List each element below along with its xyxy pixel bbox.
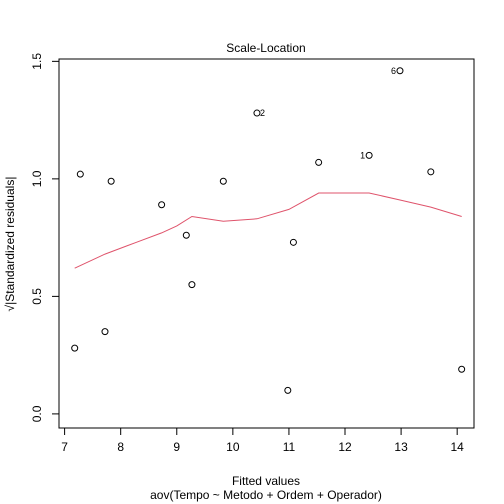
x-tick-label: 10 [226, 440, 240, 454]
data-point [188, 281, 196, 289]
point-label: 6 [391, 66, 396, 76]
data-point [101, 328, 109, 336]
y-axis-label: √|Standardized residuals| [3, 177, 17, 312]
smooth-line [74, 192, 462, 269]
x-tick-label: 12 [338, 440, 352, 454]
data-point [158, 201, 166, 209]
chart-title: Scale-Location [226, 41, 305, 55]
y-tick-label: 1.5 [30, 53, 44, 70]
data-point [219, 177, 227, 185]
x-tick-label: 13 [394, 440, 408, 454]
y-tick-label: 0.5 [30, 288, 44, 305]
x-tick-label: 8 [117, 440, 124, 454]
data-point [365, 151, 373, 159]
data-point [315, 158, 323, 166]
data-points: 2 1 6 [71, 66, 466, 394]
x-tick-label: 14 [450, 440, 464, 454]
x-tick-label: 7 [61, 440, 68, 454]
data-point [427, 168, 435, 176]
data-point [182, 231, 190, 239]
data-point [284, 386, 292, 394]
data-point [76, 170, 84, 178]
y-axis: 0.0 0.5 1.0 1.5 [30, 53, 60, 422]
data-point [71, 344, 79, 352]
x-axis: 7 8 9 10 11 12 13 14 [61, 427, 464, 454]
data-point [396, 67, 404, 75]
x-tick-label: 11 [283, 440, 296, 454]
data-point [289, 238, 297, 246]
point-label: 2 [260, 108, 265, 118]
data-point [458, 365, 466, 373]
x-axis-sublabel: aov(Tempo ~ Metodo + Ordem + Operador) [150, 488, 382, 502]
y-tick-label: 0.0 [30, 405, 44, 422]
y-tick-label: 1.0 [30, 170, 44, 187]
point-label: 1 [360, 150, 365, 160]
data-point [253, 109, 261, 117]
x-tick-label: 9 [173, 440, 180, 454]
data-point [107, 177, 115, 185]
x-axis-label: Fitted values [232, 474, 300, 488]
